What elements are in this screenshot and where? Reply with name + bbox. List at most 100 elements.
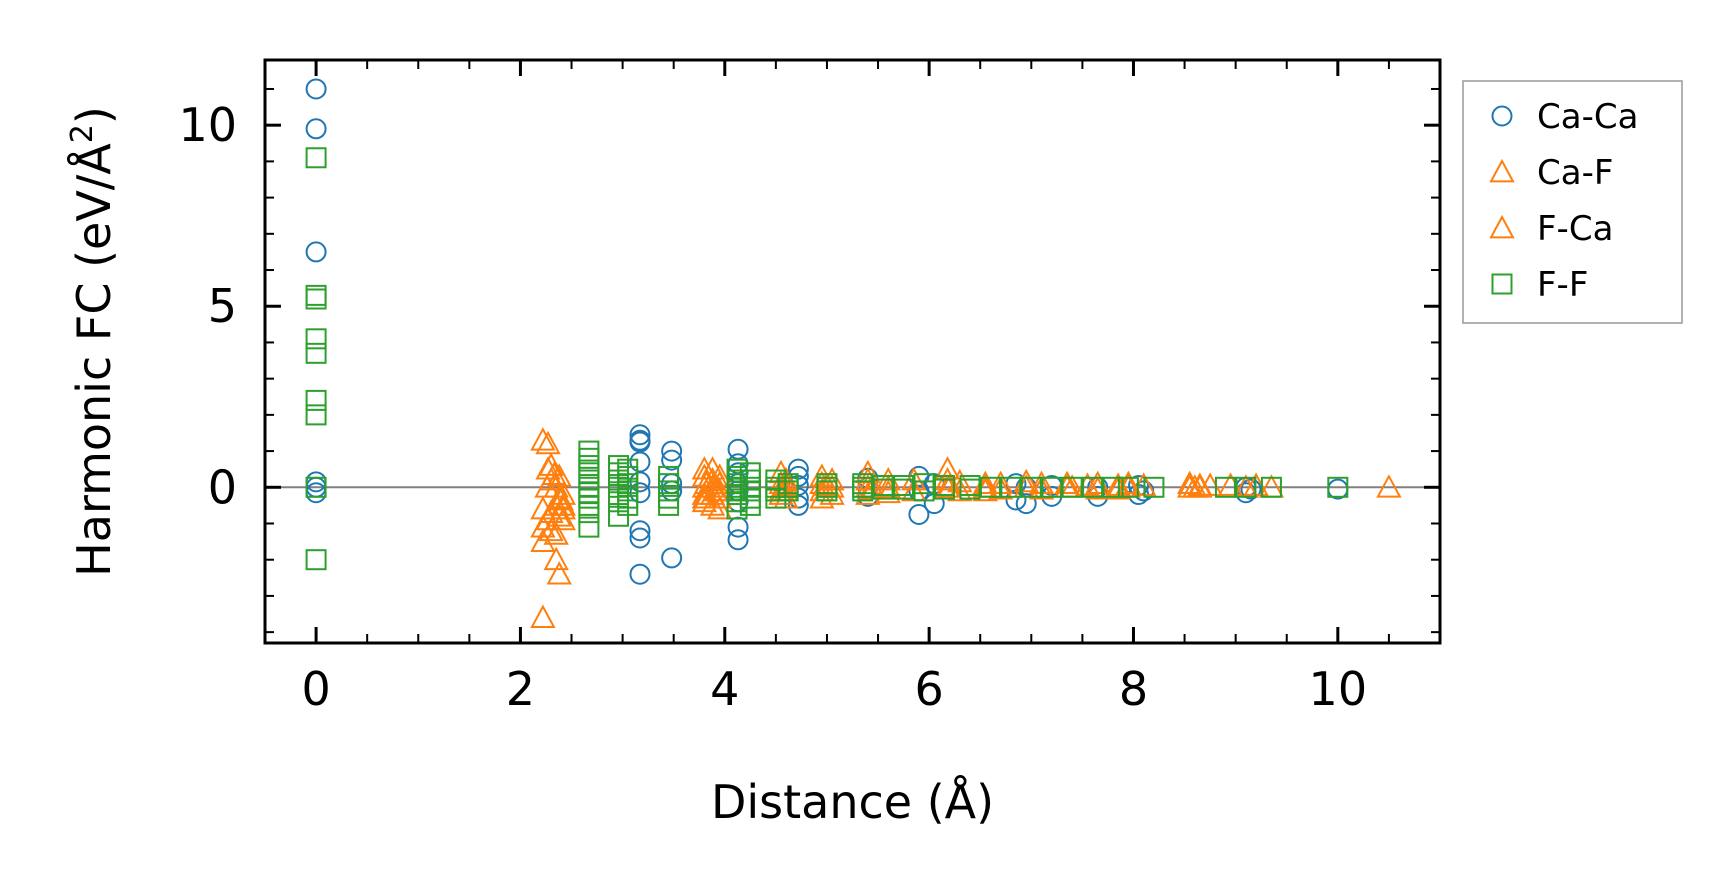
- data-point: [548, 486, 574, 511]
- data-point: [1260, 476, 1282, 498]
- x-tick-label: 0: [301, 662, 330, 716]
- data-point: [658, 494, 680, 516]
- y-axis-label-sup: 2: [65, 124, 100, 143]
- legend-box: [1462, 80, 1683, 324]
- legend-item: F-F: [1491, 265, 1588, 305]
- x-tick-label: 8: [1119, 662, 1148, 716]
- data-point: [1117, 476, 1139, 498]
- legend-item: F-Ca: [1489, 209, 1613, 249]
- data-point: [872, 478, 894, 500]
- data-point: [530, 604, 556, 629]
- data-point: [893, 478, 915, 500]
- data-point: [1376, 474, 1402, 498]
- data-point: [1327, 476, 1349, 498]
- data-point: [1105, 475, 1131, 500]
- data-point: [1061, 476, 1083, 498]
- data-point: [765, 487, 787, 509]
- data-point: [305, 404, 327, 426]
- data-point: [530, 427, 556, 451]
- data-point: [777, 480, 799, 502]
- data-point: [661, 449, 683, 471]
- data-point: [1015, 493, 1037, 515]
- data-point: [629, 424, 651, 446]
- data-point: [305, 476, 327, 498]
- data-point: [305, 288, 327, 310]
- data-point: [1182, 474, 1208, 498]
- data-point: [305, 342, 327, 364]
- data-point: [726, 498, 748, 520]
- plot-frame: [263, 58, 1442, 645]
- y-tick-label: 5: [208, 279, 237, 333]
- data-point: [305, 241, 327, 263]
- data-point: [852, 480, 874, 502]
- x-axis-label: Distance (Å): [711, 775, 994, 829]
- data-point: [1240, 478, 1262, 500]
- y-axis-label-main: Harmonic FC (eV/Å: [67, 143, 121, 577]
- data-point: [543, 521, 569, 545]
- data-point: [1102, 476, 1124, 498]
- data-point: [1143, 476, 1165, 498]
- data-point: [1041, 476, 1063, 498]
- data-point: [305, 328, 327, 350]
- data-point: [578, 516, 600, 538]
- x-tick-label: 2: [506, 662, 535, 716]
- data-point: [305, 118, 327, 140]
- legend: Ca-Ca Ca-F F-Ca F-F: [1462, 80, 1683, 324]
- data-point: [1235, 476, 1257, 498]
- y-axis-label-end: ): [67, 106, 121, 124]
- data-point: [305, 549, 327, 571]
- data-point: [814, 472, 840, 496]
- data-point: [534, 474, 560, 498]
- data-point: [727, 529, 749, 551]
- data-point: [816, 480, 838, 502]
- data-point: [629, 563, 651, 585]
- data-point: [1082, 476, 1104, 498]
- data-point: [617, 494, 639, 516]
- data-point: [546, 561, 572, 585]
- data-point: [987, 475, 1014, 500]
- legend-label: F-Ca: [1537, 209, 1613, 249]
- y-tick-label: 0: [208, 460, 237, 514]
- data-point: [305, 147, 327, 169]
- data-point: [661, 440, 683, 462]
- legend-label: F-F: [1537, 265, 1588, 305]
- data-point: [979, 476, 1001, 498]
- data-point: [706, 495, 733, 520]
- legend-label: Ca-F: [1537, 153, 1613, 193]
- legend-marker: [1491, 273, 1513, 295]
- legend-marker: [1491, 105, 1513, 127]
- data-point: [305, 389, 327, 411]
- data-point: [908, 503, 930, 525]
- y-axis-label: Harmonic FC (eV/Å2): [65, 106, 121, 577]
- data-point: [535, 430, 561, 455]
- data-point: [959, 478, 981, 500]
- data-point: [739, 494, 761, 516]
- data-point: [538, 452, 564, 476]
- data-points: [305, 78, 1402, 629]
- data-point: [1000, 476, 1022, 498]
- x-tick-label: 6: [914, 662, 943, 716]
- data-point: [305, 78, 327, 100]
- data-point: [629, 520, 651, 542]
- legend-item: Ca-F: [1489, 153, 1613, 193]
- legend-marker: [1489, 214, 1515, 239]
- data-point: [913, 480, 935, 502]
- legend-item: Ca-Ca: [1491, 97, 1638, 137]
- data-point: [541, 461, 567, 485]
- y-tick-label: 10: [178, 98, 237, 152]
- data-point: [1028, 475, 1055, 500]
- data-point: [629, 527, 651, 549]
- data-point: [1020, 476, 1042, 498]
- legend-label: Ca-Ca: [1537, 97, 1638, 137]
- tick-labels: 0 2 4 6 8 10 0 5 10: [178, 98, 1367, 716]
- x-tick-label: 4: [710, 662, 739, 716]
- x-tick-label: 10: [1309, 662, 1368, 716]
- data-point: [550, 495, 577, 520]
- data-point: [703, 477, 730, 502]
- data-point: [936, 474, 963, 498]
- data-point: [699, 492, 726, 516]
- legend-marker: [1489, 158, 1515, 183]
- data-point: [1214, 476, 1236, 498]
- series-f-f: [305, 147, 1349, 571]
